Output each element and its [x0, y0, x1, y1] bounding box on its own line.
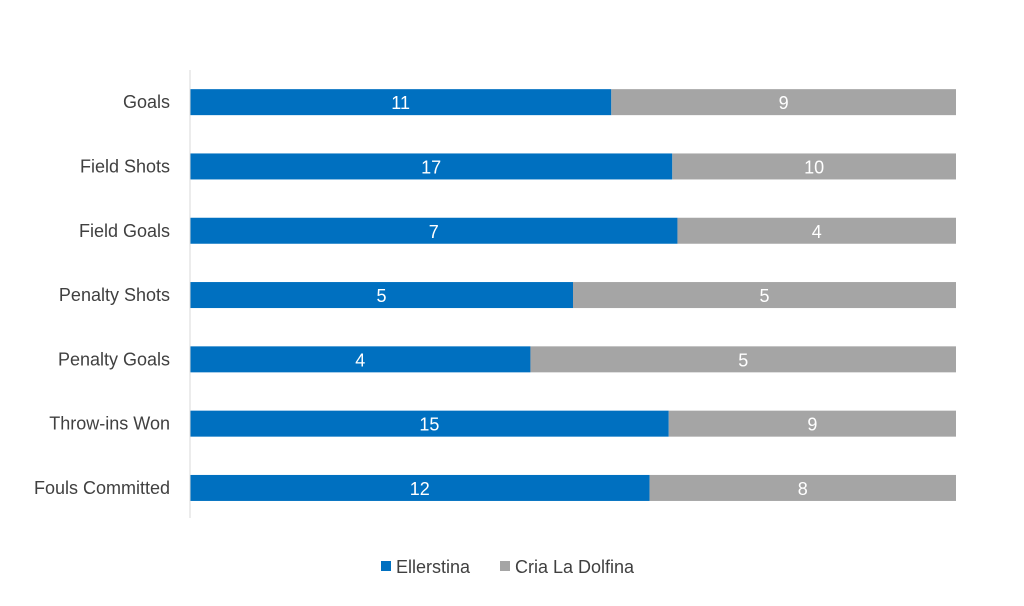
- data-label: 9: [779, 93, 789, 113]
- data-label: 12: [410, 479, 430, 499]
- data-label: 5: [759, 286, 769, 306]
- bar-segment-cria-la-dolfina: [668, 410, 956, 437]
- bar-segment-ellerstina: [190, 153, 673, 180]
- data-label: 5: [738, 350, 748, 370]
- bar-segment-cria-la-dolfina: [611, 89, 956, 116]
- legend-label: Ellerstina: [396, 557, 471, 577]
- category-label: Fouls Committed: [34, 478, 170, 498]
- legend-swatch: [381, 561, 391, 571]
- bars-group: Goals 11 9 Field Shots 17 10 Field Goals 7 4 Pena…: [34, 89, 956, 501]
- bar-segment-cria-la-dolfina: [573, 282, 956, 309]
- bar-segment-cria-la-dolfina: [672, 153, 956, 180]
- bar-segment-ellerstina: [190, 282, 573, 309]
- bar-segment-ellerstina: [190, 89, 612, 116]
- category-label: Throw-ins Won: [49, 414, 170, 434]
- data-label: 15: [419, 415, 439, 435]
- legend: Ellerstina Cria La Dolfina: [381, 557, 635, 577]
- data-label: 4: [355, 350, 365, 370]
- data-label: 9: [807, 415, 817, 435]
- bar-segment-ellerstina: [190, 217, 678, 244]
- data-label: 17: [421, 157, 441, 177]
- data-label: 10: [804, 157, 824, 177]
- category-label: Penalty Goals: [58, 349, 170, 369]
- data-label: 7: [429, 222, 439, 242]
- category-label: Field Goals: [79, 221, 170, 241]
- bar-segment-ellerstina: [190, 410, 669, 437]
- bar-segment-ellerstina: [190, 474, 650, 501]
- data-label: 4: [812, 222, 822, 242]
- data-label: 8: [798, 479, 808, 499]
- bar-segment-cria-la-dolfina: [677, 217, 956, 244]
- category-label: Penalty Shots: [59, 285, 170, 305]
- bar-segment-cria-la-dolfina: [649, 474, 956, 501]
- data-label: 11: [391, 93, 410, 113]
- bar-segment-cria-la-dolfina: [530, 346, 956, 373]
- data-label: 5: [376, 286, 386, 306]
- legend-label: Cria La Dolfina: [515, 557, 635, 577]
- category-label: Goals: [123, 92, 170, 112]
- bar-segment-ellerstina: [190, 346, 531, 373]
- category-label: Field Shots: [80, 156, 170, 176]
- legend-swatch: [500, 561, 510, 571]
